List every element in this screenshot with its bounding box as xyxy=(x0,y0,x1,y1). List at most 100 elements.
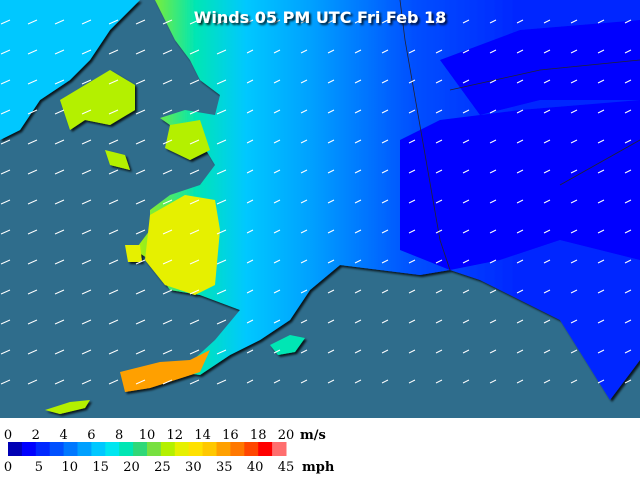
wind-arrow xyxy=(624,109,632,114)
wind-arrow xyxy=(435,79,443,84)
wind-arrow xyxy=(135,229,146,235)
wind-arrow xyxy=(408,319,416,324)
wind-arrow xyxy=(489,319,497,324)
wind-arrow xyxy=(54,19,65,25)
wind-arrow xyxy=(162,139,173,145)
wind-arrow xyxy=(624,319,632,324)
wind-arrow xyxy=(624,379,632,384)
wind-arrow xyxy=(162,349,173,355)
wind-arrow xyxy=(597,169,605,174)
wind-arrow xyxy=(81,139,92,145)
wind-arrow xyxy=(624,169,632,174)
unit-label: m/s xyxy=(300,428,326,443)
wind-arrow xyxy=(162,169,173,175)
wind-arrow xyxy=(597,199,605,204)
wind-arrow xyxy=(462,319,470,324)
wind-arrow xyxy=(543,19,551,24)
wind-arrow xyxy=(135,289,146,295)
wind-arrow xyxy=(81,169,92,175)
wind-arrow xyxy=(570,49,578,54)
wind-arrow xyxy=(327,199,335,204)
wind-arrow xyxy=(300,349,308,354)
wind-arrow xyxy=(0,259,11,265)
color-swatch xyxy=(35,442,51,456)
wind-arrow xyxy=(381,109,389,114)
scale-label: 20 xyxy=(123,460,140,475)
borders xyxy=(399,0,640,271)
wind-arrow xyxy=(162,49,173,55)
wind-arrow xyxy=(273,139,281,144)
wind-arrow xyxy=(570,349,578,354)
wind-arrow xyxy=(381,379,389,384)
wind-arrow xyxy=(624,199,632,204)
wind-arrow xyxy=(246,79,254,84)
wind-arrow xyxy=(381,169,389,174)
color-swatch xyxy=(188,442,204,456)
wind-arrow xyxy=(27,259,38,265)
wind-arrow xyxy=(597,229,605,234)
wind-arrow xyxy=(462,259,470,264)
wind-arrow xyxy=(408,109,416,114)
wind-arrow xyxy=(246,259,254,264)
wind-arrow xyxy=(81,49,92,55)
wind-arrow xyxy=(408,349,416,354)
wind-arrow xyxy=(408,289,416,294)
wind-arrow xyxy=(354,139,362,144)
wind-arrow xyxy=(381,199,389,204)
wind-arrow xyxy=(81,349,92,355)
color-swatch xyxy=(8,442,23,456)
wind-arrow xyxy=(216,379,227,385)
wind-arrow xyxy=(327,319,335,324)
wind-arrow xyxy=(624,49,632,54)
wind-arrow xyxy=(108,259,119,265)
wind-arrow xyxy=(300,79,308,84)
wind-arrow xyxy=(489,259,497,264)
wind-arrow xyxy=(597,289,605,294)
wind-arrow xyxy=(300,109,308,114)
wind-arrow xyxy=(108,349,119,355)
wind-arrow xyxy=(570,289,578,294)
wind-arrow xyxy=(597,109,605,114)
wind-arrow xyxy=(135,199,146,205)
wind-arrow xyxy=(162,19,173,25)
wind-arrow xyxy=(135,49,146,55)
scale-label: 20 xyxy=(278,428,295,443)
scale-label: 18 xyxy=(250,428,267,443)
wind-arrow xyxy=(327,349,335,354)
wind-arrow xyxy=(0,229,11,235)
wind-arrow xyxy=(246,169,254,174)
wind-arrow xyxy=(162,199,173,205)
wind-arrow xyxy=(462,199,470,204)
scale-label: 10 xyxy=(62,460,79,475)
wind-arrow xyxy=(300,199,308,204)
wind-arrow xyxy=(81,199,92,205)
wind-arrow xyxy=(408,229,416,234)
wind-arrow xyxy=(354,349,362,354)
wind-arrow xyxy=(435,259,443,264)
wind-arrow xyxy=(462,49,470,54)
wind-arrow xyxy=(462,79,470,84)
wind-arrow xyxy=(135,169,146,175)
wind-arrow xyxy=(570,199,578,204)
wind-arrow xyxy=(408,259,416,264)
wind-arrow xyxy=(135,19,146,25)
wind-arrow xyxy=(489,379,497,384)
scale-label: 14 xyxy=(194,428,211,443)
wind-arrow xyxy=(408,79,416,84)
scale-label: 25 xyxy=(154,460,171,475)
wind-arrow xyxy=(300,49,308,54)
wind-arrow xyxy=(189,49,200,55)
wind-arrow xyxy=(189,259,200,265)
color-swatch xyxy=(160,442,176,456)
wind-arrow xyxy=(189,169,200,175)
wind-arrow xyxy=(543,49,551,54)
wind-arrow xyxy=(300,289,308,294)
wind-arrow xyxy=(0,319,11,325)
wind-arrow xyxy=(273,79,281,84)
wind-arrow xyxy=(27,229,38,235)
scale-label: 30 xyxy=(185,460,202,475)
wind-arrow xyxy=(624,19,632,24)
color-swatch xyxy=(119,442,134,456)
scale-label: 35 xyxy=(216,460,233,475)
wind-arrow xyxy=(246,49,254,54)
